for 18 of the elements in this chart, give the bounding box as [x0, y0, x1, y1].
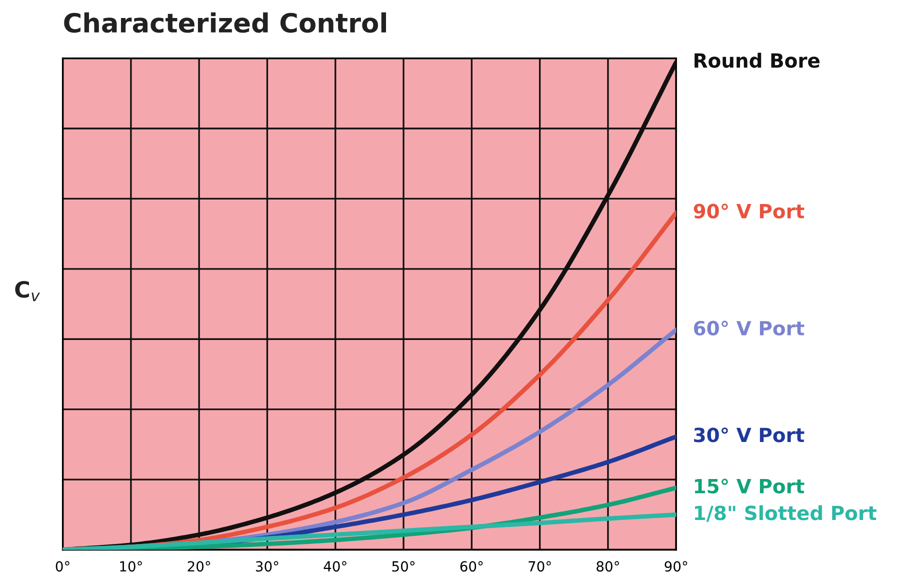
- series-label: 30° V Port: [694, 427, 804, 442]
- x-tick-label: 20°: [188, 561, 210, 572]
- series-label: 90° V Port: [694, 204, 804, 218]
- y-axis-title: C$_{v}$: [15, 280, 40, 302]
- x-tick-label: 90°: [664, 561, 688, 572]
- x-tick-label: 30°: [256, 561, 278, 572]
- x-tick-label: 80°: [596, 561, 619, 572]
- x-tick-label: 60°: [460, 561, 483, 572]
- series-label: 1/8" Slotted Port: [694, 505, 876, 522]
- series-label: 60° V Port: [694, 320, 804, 336]
- x-tick-label: 70°: [528, 561, 551, 572]
- x-tick-label: 40°: [324, 561, 346, 572]
- series-label: 15° V Port: [694, 478, 804, 494]
- x-tick-label: 10°: [120, 561, 142, 572]
- chart-title: Characterized Control: [64, 12, 386, 33]
- x-tick-label: 0°: [56, 561, 70, 572]
- x-tick-label: 50°: [392, 561, 415, 572]
- series-label: Round Bore: [694, 52, 820, 68]
